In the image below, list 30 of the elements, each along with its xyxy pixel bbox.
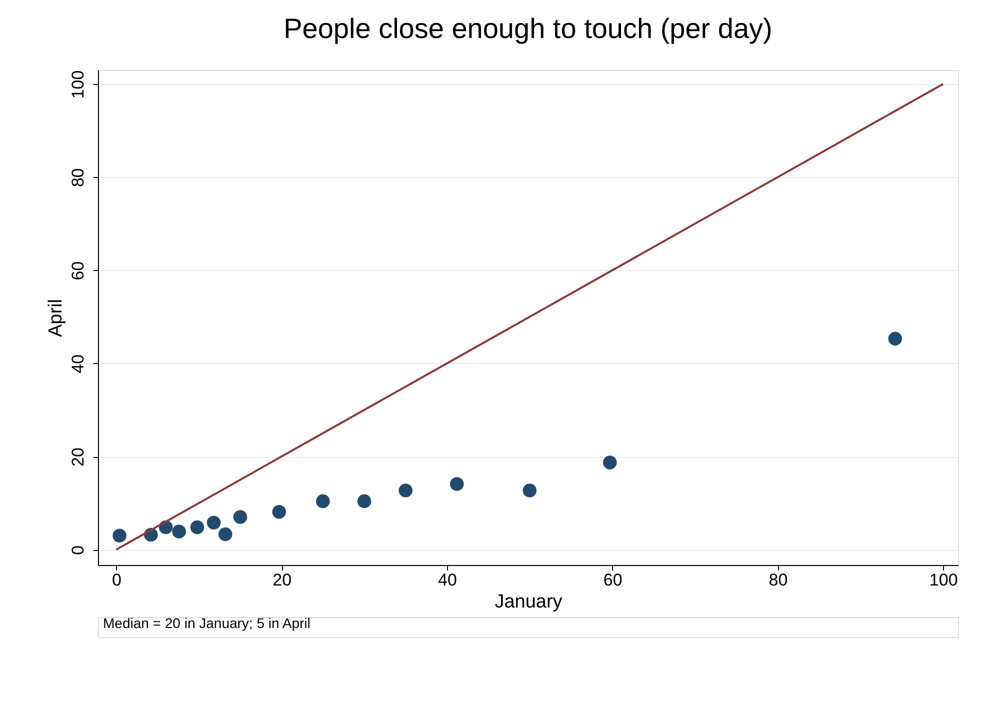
point	[206, 516, 221, 530]
x-tick-label: 40	[438, 570, 457, 590]
x-tick-label: 100	[929, 570, 958, 590]
x-tick-label: 20	[272, 570, 292, 590]
y-axis-title: April	[46, 298, 66, 338]
point	[316, 494, 330, 508]
y-tick-label: 100	[68, 70, 88, 99]
x-tick-label: 60	[603, 570, 622, 590]
point	[172, 524, 186, 538]
point	[233, 510, 248, 524]
y-tick-label: 0	[68, 545, 88, 555]
point	[112, 528, 126, 543]
x-tick-label: 80	[768, 570, 788, 590]
point	[888, 332, 902, 346]
point	[218, 527, 232, 542]
y-tick-label: 80	[68, 168, 88, 188]
point	[522, 484, 537, 498]
point	[398, 484, 413, 498]
y-tick-label: 60	[68, 261, 88, 280]
text: Median = 20 in January; 5 in April	[103, 615, 310, 631]
point	[357, 494, 372, 508]
y-tick-label: 40	[68, 354, 88, 374]
x-axis-title: January	[494, 592, 563, 612]
point	[602, 456, 617, 470]
chart-title: People close enough to touch (per day)	[284, 12, 772, 44]
x-tick-label: 0	[112, 570, 122, 590]
point	[450, 477, 464, 491]
y-tick-label: 20	[68, 448, 88, 466]
point	[190, 520, 204, 534]
point	[272, 505, 286, 519]
